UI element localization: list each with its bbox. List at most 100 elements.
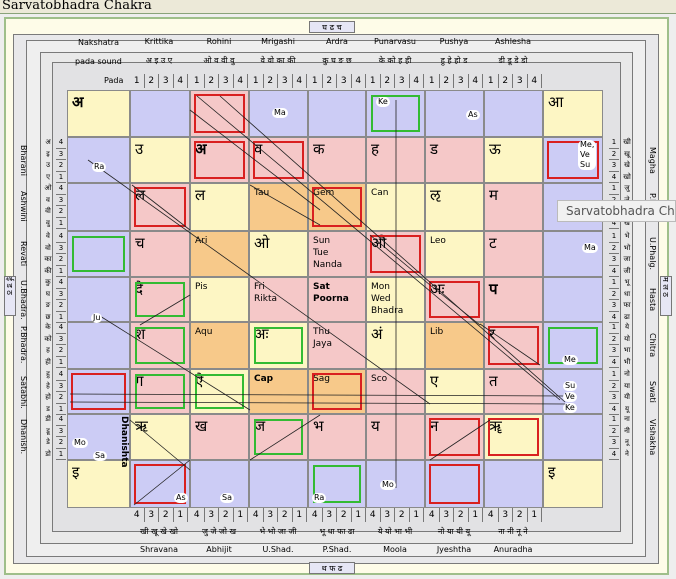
grid-text-1-4: क <box>313 140 325 158</box>
left-sound-5-0: हु <box>46 370 50 378</box>
right-pada-4-3: 4 <box>609 357 619 368</box>
top-pada-6-0: 1 <box>484 74 499 88</box>
bottom-sound-1: जु जे जो ख <box>201 527 237 536</box>
left-pada-4-3: 1 <box>56 357 66 368</box>
right-tag: म ल ठ <box>660 276 672 316</box>
left-pada-3-3: 1 <box>56 312 66 323</box>
right-pada-5-3: 4 <box>609 404 619 415</box>
grid-text-2-7: म <box>489 186 498 204</box>
grid-text-3-7: ट <box>489 234 497 252</box>
right-nakshatra-0: Magha <box>648 146 657 174</box>
left-sound-6-1: डू <box>46 426 50 435</box>
left-pada-2-2: 2 <box>56 254 66 266</box>
left-sound-3-3: छ <box>45 312 51 321</box>
left-pada-5-3: 1 <box>56 404 66 415</box>
right-pada-5-0: 1 <box>609 369 619 381</box>
grid-text-5-1: श <box>135 325 146 343</box>
bottom-pada-6-0: 4 <box>484 508 499 522</box>
left-pada-2-1: 3 <box>56 243 66 254</box>
planet-ke2: Ke <box>563 403 577 413</box>
bottom-sound-3: भू धा फा ढा <box>319 527 355 536</box>
left-sound-2-0: वे <box>46 232 50 240</box>
grid-cell-7-5 <box>366 414 425 460</box>
top-pada-1-2: 3 <box>219 74 234 88</box>
right-nakshatra-4: Chitra <box>648 332 657 358</box>
grid-text-6-2: ऐ <box>195 372 204 390</box>
top-sound-0: अ इ उ ए <box>145 56 173 65</box>
window-title: Sarvatobhadra Chakra <box>2 0 152 13</box>
grid-cell-7-2 <box>190 414 249 460</box>
planet-ma1: Ma <box>272 108 288 118</box>
right-sound-4-0: ये <box>624 323 630 331</box>
bottom-pada-6-3: 1 <box>528 508 542 522</box>
grid-text-7-5: य <box>371 417 380 435</box>
grid-text-6-1: ग <box>135 372 144 390</box>
left-pada-0-3: 1 <box>56 172 66 183</box>
left-pada-3-0: 4 <box>56 277 66 289</box>
bottom-sound-0: खी खू खे खो <box>140 527 178 536</box>
right-nakshatra-3: Hasta <box>648 288 657 312</box>
top-pada-3-0: 1 <box>308 74 323 88</box>
grid-text-6-4: Sag <box>313 374 330 384</box>
bottom-pada-1-0: 4 <box>190 508 205 522</box>
right-sound-3-3: ढा <box>624 312 630 321</box>
left-nakshatra-1: Ashwini <box>19 190 28 222</box>
left-pada-4-0: 4 <box>56 322 66 334</box>
left-pada-6-3: 1 <box>56 449 66 460</box>
right-sound-4-1: यो <box>624 334 630 343</box>
bottom-pada-1-2: 2 <box>219 508 234 522</box>
grid-text-1-3: व <box>254 140 263 158</box>
top-pada-1-0: 1 <box>190 74 205 88</box>
left-pada-2-3: 1 <box>56 266 66 277</box>
bottom-pada-4-1: 3 <box>381 508 395 522</box>
bottom-pada-3-3: 1 <box>352 508 366 522</box>
left-sound-0-0: अ <box>45 138 51 146</box>
left-pada-1-3: 1 <box>56 218 66 229</box>
left-sound-1-1: व <box>46 195 50 204</box>
top-pada-0-3: 4 <box>174 74 188 88</box>
grid-text-5-6: Lib <box>430 327 444 337</box>
grid-cell-7-8 <box>543 414 603 460</box>
grid-text-3-6: Leo <box>430 236 446 246</box>
right-sound-0-2: खे <box>624 161 630 169</box>
top-pada-1-1: 2 <box>205 74 219 88</box>
dhanishta-label: Dhanishta <box>119 416 129 468</box>
grid-text-3-5: औ <box>371 234 387 252</box>
top-pada-5-1: 2 <box>440 74 454 88</box>
left-sound-4-3: ही <box>45 357 51 366</box>
grid-text-7-3: ज <box>254 417 266 435</box>
planet-me2: Me <box>562 355 578 365</box>
grid-text-6-3: Cap <box>254 374 274 384</box>
bottom-pada-0-1: 3 <box>145 508 159 522</box>
right-sound-5-0: नो <box>624 370 630 378</box>
bottom-pada-1-3: 1 <box>234 508 248 522</box>
bottom-nakshatra-3: P.Shad. <box>322 545 352 554</box>
left-sound-4-2: ह <box>46 346 50 354</box>
grid-text-4-5: Mon Wed Bhadra <box>371 282 404 316</box>
right-pada-0-1: 2 <box>609 149 619 160</box>
top-pada-2-3: 4 <box>293 74 307 88</box>
grid-cell-0-1 <box>130 90 190 137</box>
right-pada-6-1: 2 <box>609 426 619 437</box>
top-pada-2-1: 2 <box>264 74 278 88</box>
grid-text-5-7: र <box>489 325 496 343</box>
pada-sound-label: pada sound <box>75 57 122 66</box>
right-sound-6-3: ने <box>625 449 629 458</box>
planet-ra: Ra <box>92 162 107 172</box>
grid-text-3-2: Ari <box>195 236 208 246</box>
right-sound-3-1: धा <box>623 289 631 298</box>
grid-text-8-0: इ <box>72 463 80 481</box>
grid-text-1-1: उ <box>135 140 144 158</box>
right-pada-0-2: 3 <box>609 160 619 172</box>
left-sound-5-3: ड <box>46 404 50 413</box>
right-pada-3-1: 2 <box>609 289 619 300</box>
left-pada-0-2: 2 <box>56 160 66 172</box>
top-pada-2-0: 1 <box>249 74 264 88</box>
grid-cell-3-0 <box>67 231 130 277</box>
grid-text-2-4: Gem <box>313 188 335 198</box>
left-nakshatra-0: Bharani <box>19 144 28 176</box>
planet-ve: Ve <box>563 392 577 402</box>
left-pada-5-0: 4 <box>56 369 66 381</box>
grid-cell-1-0 <box>67 137 130 183</box>
right-sound-1-0: जु <box>624 184 630 192</box>
